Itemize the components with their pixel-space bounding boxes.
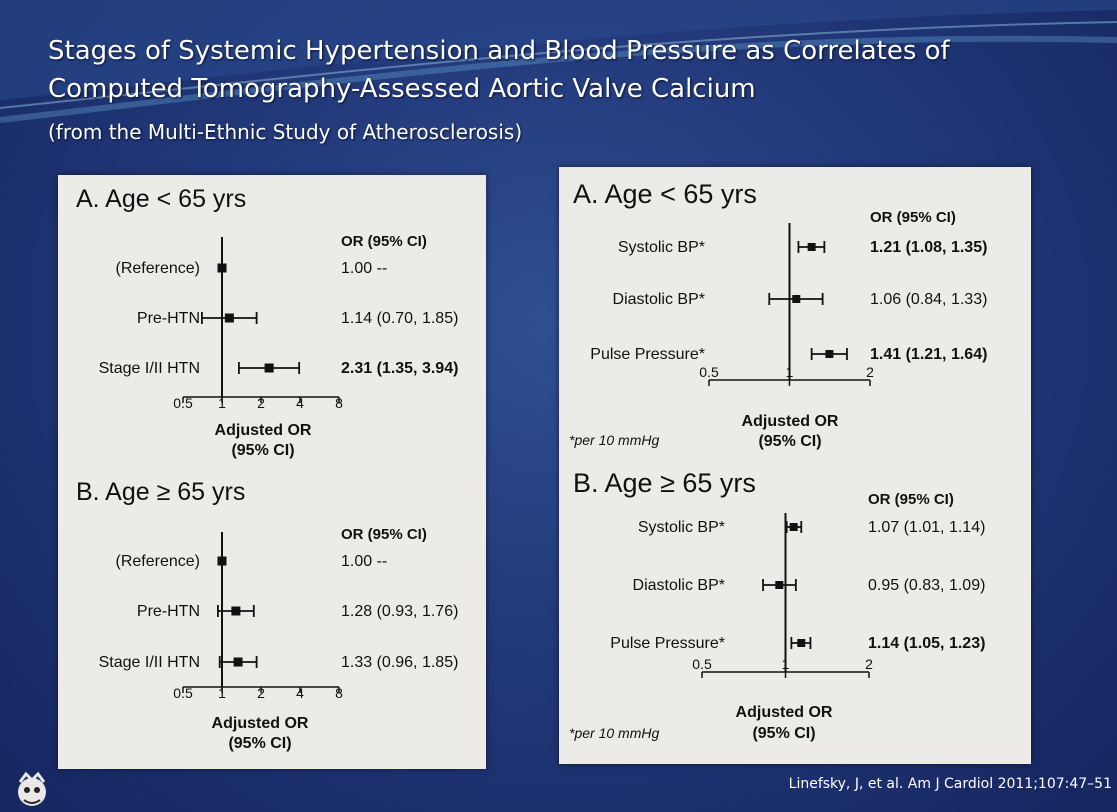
title-swoosh-decoration: [0, 0, 1117, 123]
x-tick-label: 0.5: [699, 364, 719, 380]
slide-subtitle: (from the Multi-Ethnic Study of Atherosc…: [48, 120, 523, 144]
row-label: Diastolic BP*: [633, 577, 725, 594]
panel-title: A. Age < 65 yrs: [573, 179, 757, 209]
forest-plot-blood-pressure: A. Age < 65 yrs OR (95% CI) 0.5 1 2 Adjusted …: [569, 179, 987, 742]
x-axis-label: Adjusted OR: [742, 413, 839, 430]
or-column-header: OR (95% CI): [341, 233, 427, 250]
x-tick-label: 2: [865, 656, 873, 672]
x-axis-label: Adjusted OR: [736, 704, 833, 721]
or-point: [231, 606, 241, 616]
or-point: [217, 263, 227, 273]
x-axis-label-ci: (95% CI): [228, 735, 291, 752]
x-tick-label: 1: [786, 364, 794, 380]
left-panel: A. Age < 65 yrs OR (95% CI) 0.5 1 2 4 8 Adjuste…: [58, 175, 486, 769]
x-axis-label-ci: (95% CI): [231, 442, 294, 459]
or-value: 1.41 (1.21, 1.64): [870, 346, 987, 363]
row-label: (Reference): [116, 553, 200, 570]
row-label: Systolic BP*: [638, 519, 725, 536]
row-label: Diastolic BP*: [613, 291, 705, 308]
x-tick-label: 0.5: [173, 395, 193, 411]
logo-icon: [18, 771, 46, 806]
or-column-header: OR (95% CI): [868, 491, 954, 508]
row-label: Stage I/II HTN: [99, 654, 200, 671]
x-axis-label: Adjusted OR: [212, 715, 309, 732]
or-value: 1.00 --: [341, 553, 387, 570]
or-value: 1.06 (0.84, 1.33): [870, 291, 987, 308]
or-value: 1.14 (0.70, 1.85): [341, 310, 458, 327]
x-tick-label: 2: [866, 364, 874, 380]
or-value: 1.00 --: [341, 260, 387, 277]
x-axis-label-ci: (95% CI): [758, 433, 821, 450]
or-point: [807, 243, 816, 251]
or-point: [224, 313, 234, 323]
row-label: Pulse Pressure*: [610, 635, 725, 652]
forest-plot-age-over-65-bp: B. Age ≥ 65 yrs OR (95% CI) 0.5 1 2 Adjusted …: [569, 468, 985, 742]
or-value: 2.31 (1.35, 3.94): [341, 360, 458, 377]
row-label: (Reference): [116, 260, 200, 277]
forest-plot-age-over-65-stages: B. Age ≥ 65 yrs OR (95% CI) 0.5 1 2 4 8 Adjuste…: [76, 478, 458, 752]
forest-plot-hypertension-stage: A. Age < 65 yrs OR (95% CI) 0.5 1 2 4 8 Adjuste…: [76, 185, 458, 752]
x-axis-label: Adjusted OR: [215, 422, 312, 439]
or-value: 1.14 (1.05, 1.23): [868, 635, 985, 652]
x-tick-label: 4: [296, 685, 304, 701]
right-panel: A. Age < 65 yrs OR (95% CI) 0.5 1 2 Adjusted …: [559, 167, 1031, 764]
x-tick-label: 1: [218, 685, 226, 701]
x-tick-label: 0.5: [692, 656, 712, 672]
citation: Linefsky, J, et al. Am J Cardiol 2011;10…: [788, 776, 1112, 792]
or-value: 1.21 (1.08, 1.35): [870, 239, 987, 256]
panel-title: A. Age < 65 yrs: [76, 185, 246, 213]
or-value: 0.95 (0.83, 1.09): [868, 577, 985, 594]
row-label: Pre-HTN: [137, 603, 200, 620]
panel-title: B. Age ≥ 65 yrs: [573, 468, 756, 498]
or-point: [792, 295, 801, 303]
footnote: *per 10 mmHg: [569, 725, 659, 741]
x-tick-label: 8: [335, 685, 343, 701]
forest-plot-age-under-65-bp: A. Age < 65 yrs OR (95% CI) 0.5 1 2 Adjusted …: [569, 179, 987, 450]
or-point: [217, 556, 227, 566]
or-point: [775, 581, 784, 589]
or-value: 1.28 (0.93, 1.76): [341, 603, 458, 620]
row-label: Pulse Pressure*: [590, 346, 705, 363]
or-column-header: OR (95% CI): [870, 209, 956, 226]
x-axis-label-ci: (95% CI): [752, 725, 815, 742]
or-value: 1.33 (0.96, 1.85): [341, 654, 458, 671]
slide-title: Stages of Systemic Hypertension and Bloo…: [48, 36, 950, 104]
row-label: Pre-HTN: [137, 310, 200, 327]
row-label: Systolic BP*: [618, 239, 705, 256]
or-column-header: OR (95% CI): [341, 526, 427, 543]
or-value: 1.07 (1.01, 1.14): [868, 519, 985, 536]
x-tick-label: 2: [257, 685, 265, 701]
x-tick-label: 1: [782, 656, 790, 672]
or-point: [264, 363, 274, 373]
x-tick-label: 0.5: [173, 685, 193, 701]
x-tick-label: 8: [335, 395, 343, 411]
forest-plot-age-under-65-stages: A. Age < 65 yrs OR (95% CI) 0.5 1 2 4 8 Adjuste…: [76, 185, 458, 459]
x-tick-label: 4: [296, 395, 304, 411]
footnote: *per 10 mmHg: [569, 432, 659, 448]
or-point: [825, 350, 834, 358]
or-point: [797, 639, 806, 647]
panel-title: B. Age ≥ 65 yrs: [76, 478, 245, 506]
x-tick-label: 2: [257, 395, 265, 411]
or-point: [233, 657, 243, 667]
or-point: [789, 523, 798, 531]
row-label: Stage I/II HTN: [99, 360, 200, 377]
x-tick-label: 1: [218, 395, 226, 411]
